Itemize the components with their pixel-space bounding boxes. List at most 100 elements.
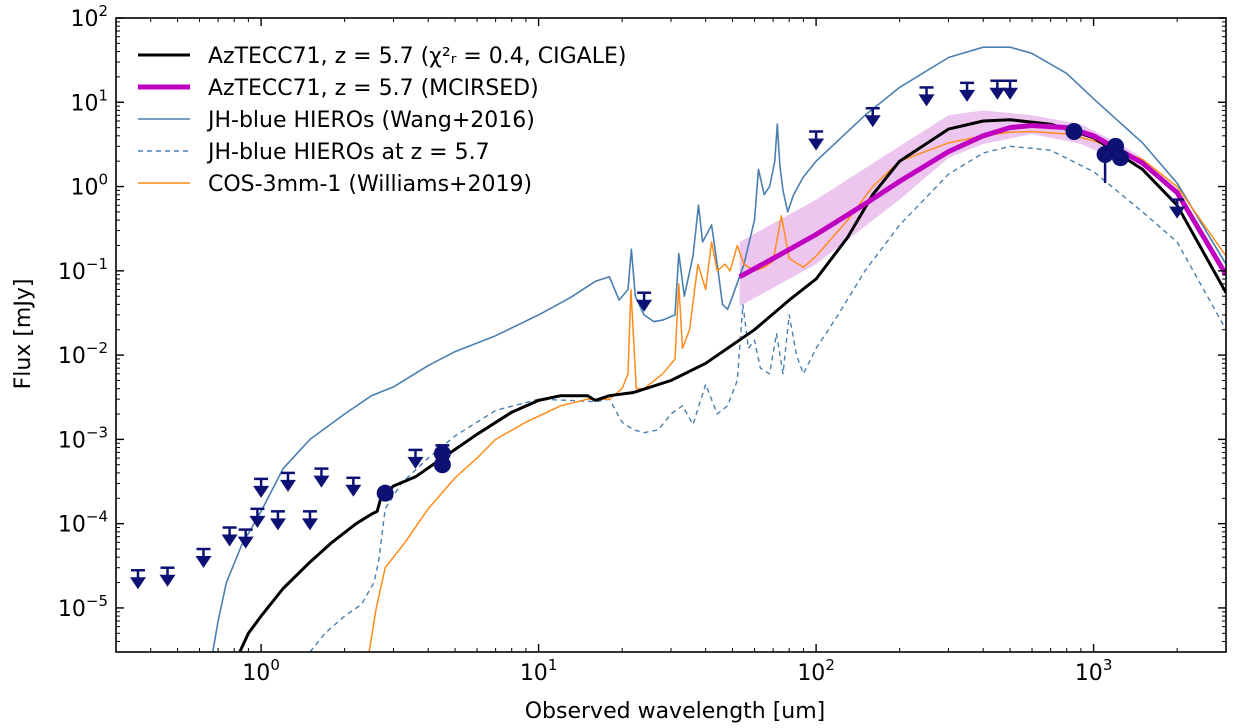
detection-marker: [433, 444, 451, 462]
detection-point: [1111, 149, 1129, 167]
tick-base: 10: [70, 91, 98, 116]
detection-point: [1065, 123, 1083, 141]
tick-base: 10: [797, 661, 825, 686]
upper-limit-arrow: [313, 475, 330, 488]
upper-limit-arrow: [129, 577, 146, 590]
upper-limit-marker: [301, 510, 318, 531]
upper-limit-arrow: [301, 518, 318, 531]
detection-marker: [376, 484, 394, 502]
tick-exponent: −2: [86, 339, 108, 357]
upper-limit-marker: [249, 507, 266, 528]
y-tick-label: 10−2: [58, 339, 108, 369]
series-line-mcirsed: [738, 123, 1226, 279]
upper-limit-marker: [253, 477, 270, 498]
y-tick-label: 10−3: [58, 423, 108, 453]
upper-limit-marker: [269, 510, 286, 531]
tick-exponent: 3: [1103, 656, 1113, 674]
legend: AzTECC71, z = 5.7 (χ²ᵣ = 0.4, CIGALE) AzT…: [138, 44, 626, 197]
upper-limit-arrow: [249, 515, 266, 528]
detection-marker: [1111, 149, 1129, 167]
legend-item: JH-blue HIEROs at z = 5.7: [138, 140, 490, 165]
upper-limit-marker: [808, 130, 825, 151]
upper-limit-arrow: [159, 574, 176, 587]
upper-limit-marker: [221, 526, 238, 547]
upper-limit-marker: [918, 86, 935, 107]
tick-exponent: −3: [86, 423, 108, 441]
upper-limit-marker: [636, 291, 653, 312]
mcirsed-uncertainty-band: [739, 110, 1143, 307]
upper-limit-arrow: [407, 456, 424, 469]
upper-limit-arrow: [195, 556, 212, 569]
axis-ticks: 100 101 102 10310−510−410−310−210−110010110…: [58, 2, 1226, 686]
upper-limit-arrow: [269, 518, 286, 531]
tick-exponent: −4: [86, 508, 108, 526]
tick-base: 10: [58, 344, 86, 369]
upper-limit-arrow: [1002, 87, 1019, 100]
upper-limit-arrow: [959, 89, 976, 102]
legend-item: JH-blue HIEROs (Wang+2016): [138, 108, 535, 133]
detection-point: [376, 484, 394, 502]
upper-limit-marker: [195, 547, 212, 569]
tick-exponent: 2: [98, 2, 108, 20]
tick-exponent: −1: [86, 255, 108, 273]
upper-limit-marker: [1169, 198, 1186, 219]
x-tick-label: 100: [242, 656, 280, 686]
tick-exponent: 2: [825, 656, 835, 674]
upper-limit-marker: [407, 448, 424, 469]
upper-limit-marker: [989, 79, 1006, 100]
tick-exponent: −5: [86, 592, 108, 610]
upper-limit-arrow: [221, 534, 238, 547]
upper-limit-arrow: [864, 115, 881, 128]
legend-label: COS-3mm-1 (Williams+2019): [208, 172, 532, 197]
tick-exponent: 0: [270, 656, 280, 674]
tick-base: 10: [58, 597, 86, 622]
y-tick-label: 10−5: [58, 592, 108, 622]
tick-base: 10: [58, 428, 86, 453]
legend-item: COS-3mm-1 (Williams+2019): [138, 172, 532, 197]
upper-limit-arrow: [345, 484, 362, 497]
upper-limit-marker: [279, 471, 296, 492]
y-tick-label: 10−1: [58, 255, 108, 285]
legend-item: AzTECC71, z = 5.7 (MCIRSED): [138, 76, 539, 101]
upper-limit-marker: [864, 106, 881, 128]
x-tick-label: 101: [520, 656, 558, 686]
x-tick-label: 102: [797, 656, 835, 686]
series-line-hieros: [212, 46, 1226, 652]
legend-label: JH-blue HIEROs (Wang+2016): [206, 108, 535, 133]
upper-limit-marker: [237, 528, 254, 549]
detection-point: [433, 444, 451, 462]
detection-marker: [1065, 123, 1083, 141]
plot-area: [129, 46, 1226, 652]
upper-limit-arrow: [989, 87, 1006, 100]
tick-base: 10: [242, 661, 270, 686]
y-tick-label: 10−4: [58, 508, 108, 538]
series-line-cos3mm: [368, 130, 1226, 652]
upper-limit-arrow: [918, 94, 935, 107]
tick-base: 10: [70, 176, 98, 201]
upper-limit-marker: [159, 566, 176, 587]
legend-label: JH-blue HIEROs at z = 5.7: [206, 140, 490, 165]
upper-limit-marker: [129, 568, 146, 590]
x-axis-label: Observed wavelength [um]: [525, 699, 826, 724]
upper-limit-arrow: [636, 299, 653, 312]
tick-exponent: 1: [98, 86, 108, 104]
legend-label: AzTECC71, z = 5.7 (χ²ᵣ = 0.4, CIGALE): [208, 44, 626, 69]
upper-limit-arrow: [808, 138, 825, 151]
upper-limit-marker: [1002, 79, 1019, 100]
x-tick-label: 103: [1075, 656, 1113, 686]
upper-limit-arrow: [237, 536, 254, 549]
upper-limit-arrow: [279, 479, 296, 492]
tick-base: 10: [520, 661, 548, 686]
tick-base: 10: [1075, 661, 1103, 686]
upper-limit-arrow: [1169, 206, 1186, 219]
tick-base: 10: [70, 7, 98, 32]
legend-item: AzTECC71, z = 5.7 (χ²ᵣ = 0.4, CIGALE): [138, 44, 626, 69]
y-tick-label: 102: [70, 2, 108, 32]
y-axis-label: Flux [mJy]: [11, 279, 36, 390]
tick-exponent: 1: [548, 656, 558, 674]
upper-limit-marker: [313, 467, 330, 488]
tick-base: 10: [58, 513, 86, 538]
y-tick-label: 101: [70, 86, 108, 116]
